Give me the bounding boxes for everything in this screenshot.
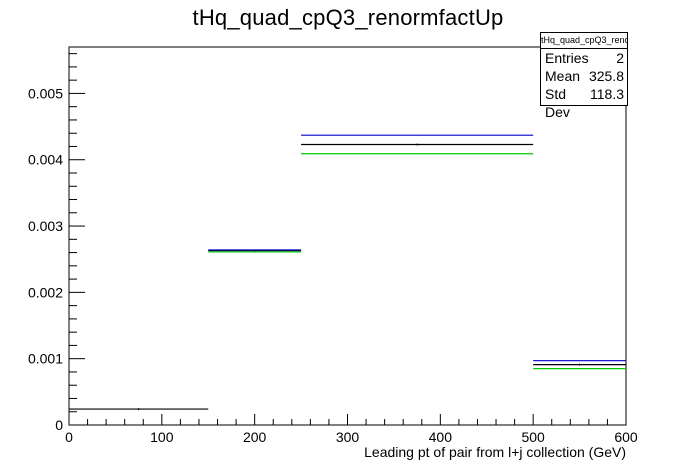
- y-tick-label: 0.001: [28, 351, 63, 367]
- stats-value: 118.3: [590, 86, 624, 102]
- stats-row-mean: Mean 325.8: [541, 67, 627, 85]
- x-tick-label: 600: [614, 429, 638, 445]
- y-tick-label: 0.005: [28, 85, 63, 101]
- y-tick-label: 0.004: [28, 152, 63, 168]
- x-tick-label: 500: [521, 429, 545, 445]
- series-0: [69, 143, 626, 411]
- stats-label: Std Dev: [545, 86, 570, 120]
- stats-value: 2: [616, 50, 624, 66]
- tick-labels: 0 100 200 300 400 500 600 0 0.001 0.002 0.003 0.004…: [28, 85, 638, 445]
- stats-label: Entries: [545, 50, 589, 66]
- x-axis-label: Leading pt of pair from l+j collection (…: [364, 444, 626, 460]
- stats-box-title: tHq_quad_cpQ3_renormfactUp: [541, 33, 627, 49]
- y-tick-label: 0.002: [28, 284, 63, 300]
- x-tick-label: 300: [336, 429, 360, 445]
- stats-row-stddev: Std Dev 118.3: [541, 85, 627, 121]
- x-tick-label: 0: [65, 429, 73, 445]
- x-tick-label: 200: [243, 429, 267, 445]
- axis-ticks: [68, 53, 627, 426]
- y-tick-label: 0.003: [28, 218, 63, 234]
- x-tick-label: 400: [429, 429, 453, 445]
- stats-box: tHq_quad_cpQ3_renormfactUp Entries 2 Mea…: [540, 32, 628, 120]
- series-2: [208, 153, 626, 370]
- stats-value: 325.8: [588, 68, 624, 84]
- series-layer: [69, 134, 626, 411]
- x-tick-label: 100: [150, 429, 174, 445]
- chart-title: tHq_quad_cpQ3_renormfactUp: [192, 5, 504, 30]
- series-1: [208, 134, 626, 362]
- y-tick-label: 0: [55, 417, 63, 433]
- stats-label: Mean: [545, 68, 581, 84]
- stats-row-entries: Entries 2: [541, 49, 627, 67]
